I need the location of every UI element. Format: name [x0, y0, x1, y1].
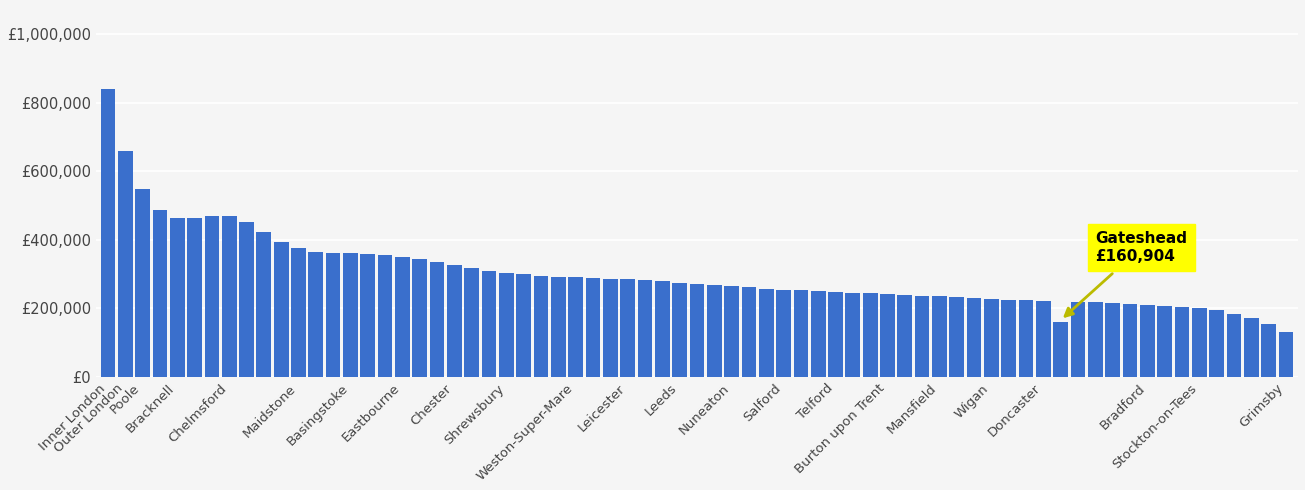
Bar	[776, 290, 791, 377]
Bar	[551, 276, 565, 377]
Bar	[205, 216, 219, 377]
Bar	[603, 279, 617, 377]
Bar	[1261, 324, 1276, 377]
Bar	[1001, 300, 1017, 377]
Bar	[534, 275, 548, 377]
Bar	[291, 248, 305, 377]
Bar	[222, 216, 236, 377]
Bar	[1244, 318, 1258, 377]
Bar	[829, 292, 843, 377]
Bar	[136, 190, 150, 377]
Bar	[429, 262, 445, 377]
Bar	[880, 294, 895, 377]
Bar	[1191, 308, 1207, 377]
Text: Gateshead
£160,904: Gateshead £160,904	[1065, 231, 1188, 316]
Bar	[863, 294, 877, 377]
Bar	[1279, 332, 1293, 377]
Bar	[170, 218, 184, 377]
Bar	[412, 259, 427, 377]
Bar	[517, 274, 531, 377]
Bar	[1105, 303, 1120, 377]
Bar	[586, 278, 600, 377]
Bar	[326, 253, 341, 377]
Bar	[898, 295, 912, 377]
Bar	[239, 222, 254, 377]
Bar	[1210, 310, 1224, 377]
Bar	[1019, 300, 1034, 377]
Bar	[395, 257, 410, 377]
Bar	[741, 288, 757, 377]
Bar	[967, 298, 981, 377]
Bar	[810, 291, 826, 377]
Bar	[760, 289, 774, 377]
Bar	[1036, 301, 1051, 377]
Bar	[482, 271, 496, 377]
Bar	[499, 273, 514, 377]
Bar	[1053, 322, 1067, 377]
Bar	[915, 295, 929, 377]
Bar	[257, 232, 271, 377]
Bar	[343, 253, 358, 377]
Bar	[117, 151, 133, 377]
Bar	[100, 89, 115, 377]
Bar	[1158, 306, 1172, 377]
Bar	[984, 299, 998, 377]
Bar	[689, 284, 705, 377]
Bar	[932, 296, 947, 377]
Bar	[707, 285, 722, 377]
Bar	[793, 291, 808, 377]
Bar	[1141, 305, 1155, 377]
Bar	[568, 277, 583, 377]
Bar	[1070, 302, 1086, 377]
Bar	[846, 293, 860, 377]
Bar	[1122, 304, 1138, 377]
Bar	[672, 283, 686, 377]
Bar	[448, 265, 462, 377]
Bar	[187, 219, 202, 377]
Bar	[638, 280, 652, 377]
Bar	[1227, 314, 1241, 377]
Bar	[655, 281, 669, 377]
Bar	[360, 254, 375, 377]
Bar	[620, 279, 636, 377]
Bar	[377, 255, 393, 377]
Bar	[724, 286, 739, 377]
Bar	[950, 297, 964, 377]
Bar	[153, 210, 167, 377]
Bar	[308, 251, 324, 377]
Bar	[274, 242, 288, 377]
Bar	[1174, 307, 1189, 377]
Bar	[465, 268, 479, 377]
Bar	[1088, 302, 1103, 377]
